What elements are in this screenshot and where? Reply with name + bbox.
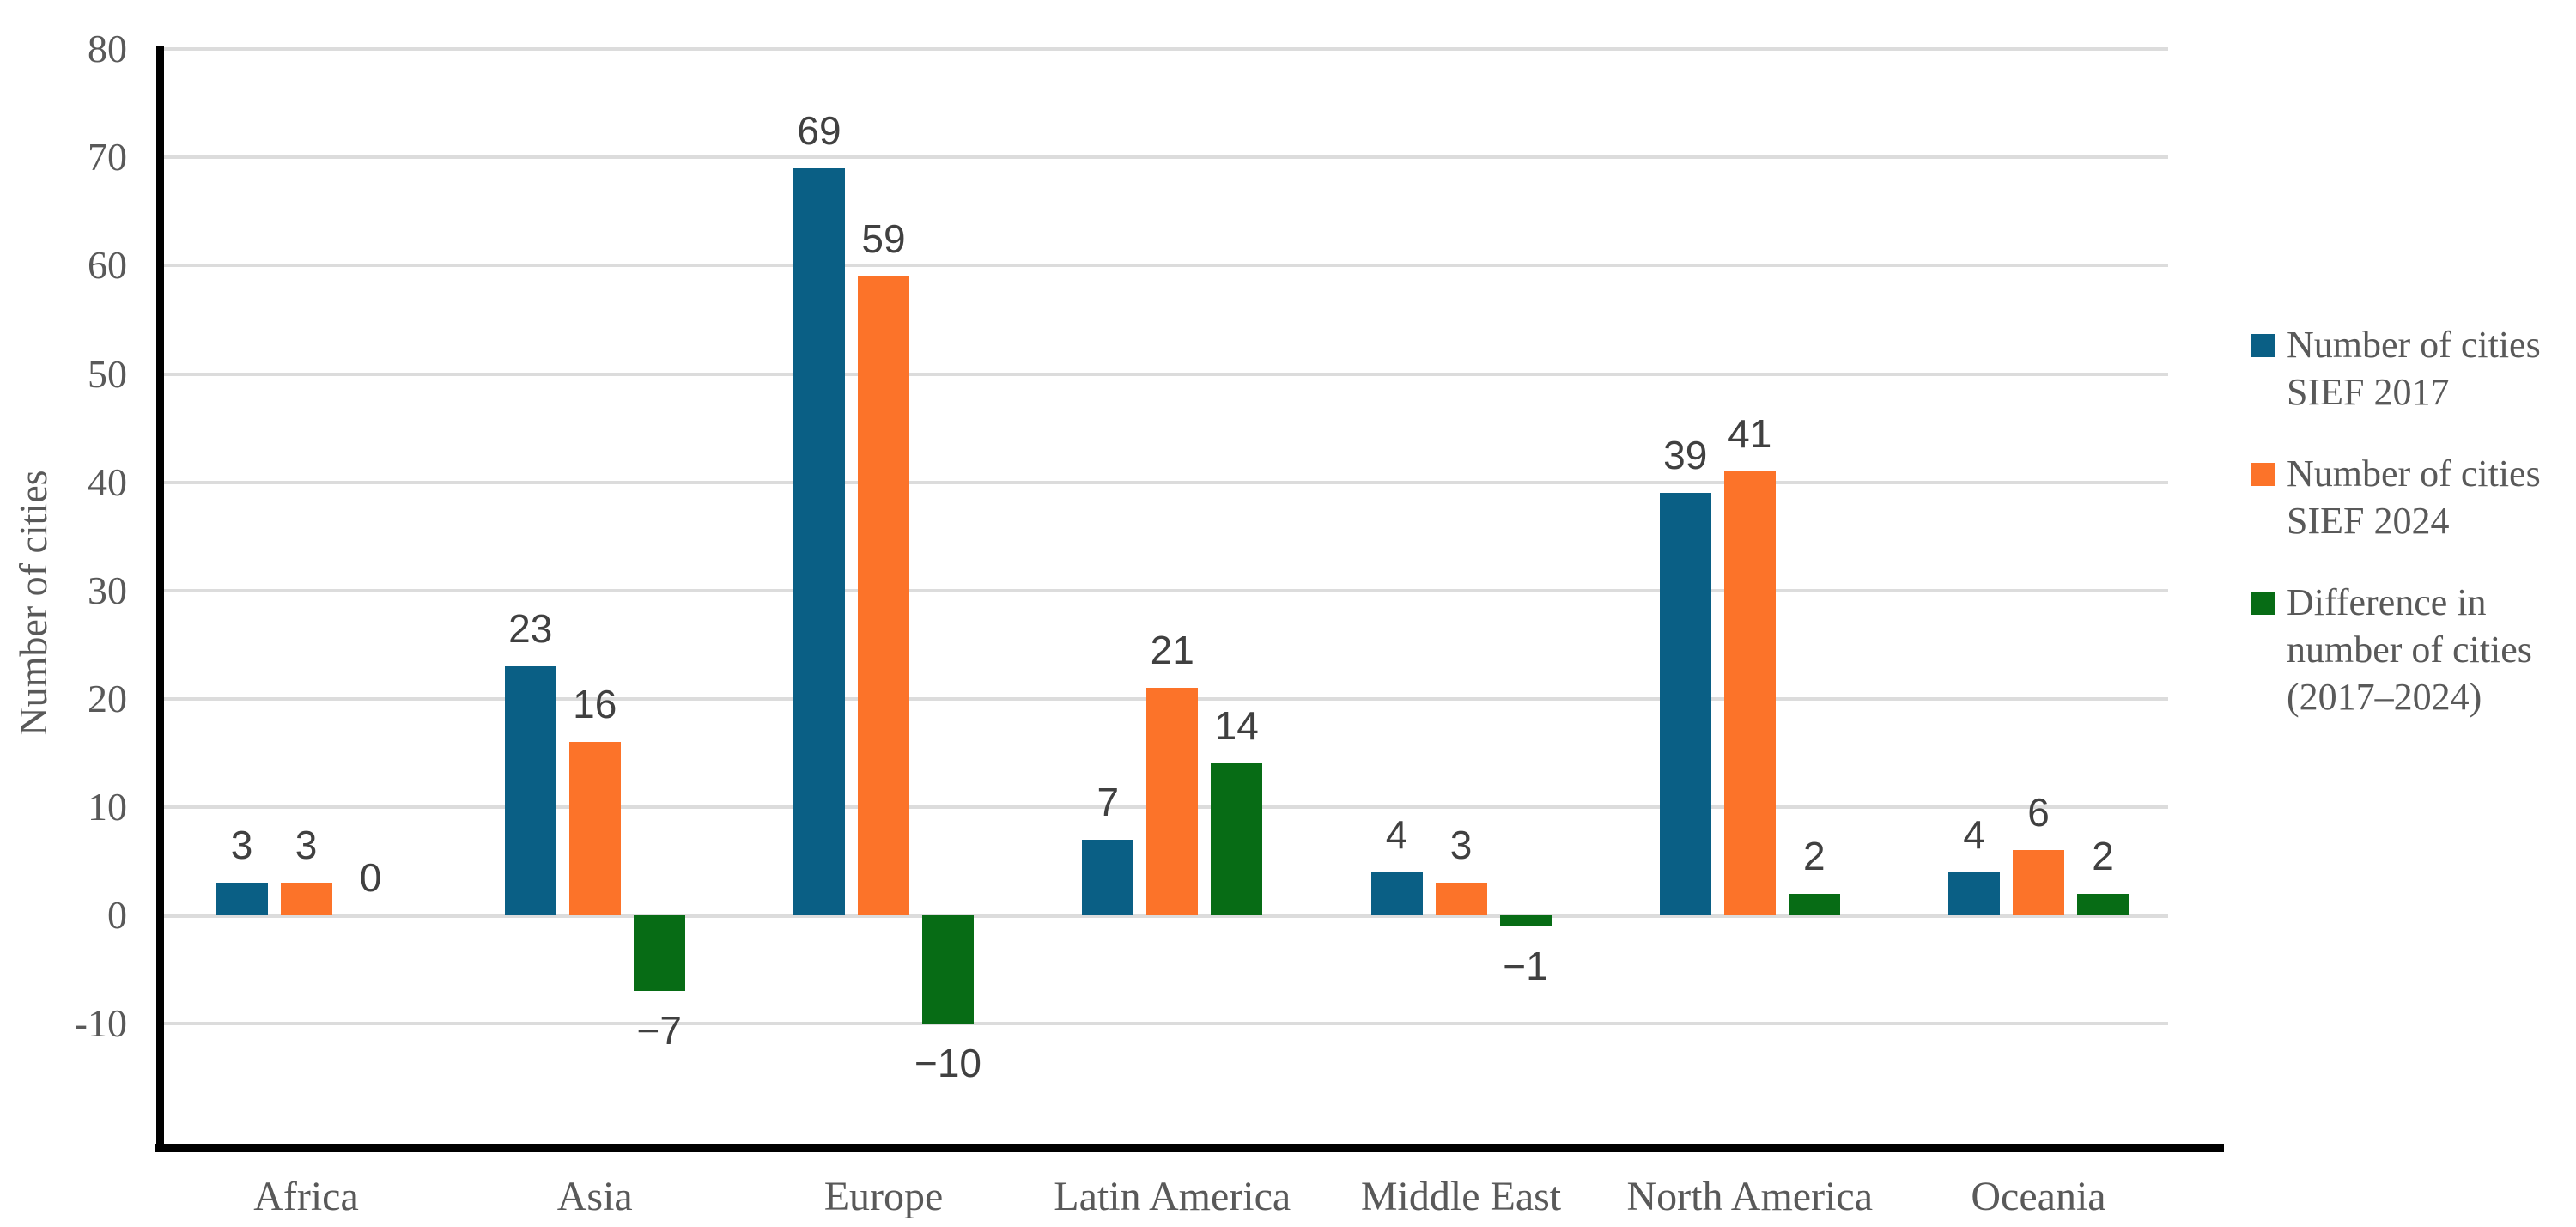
data-label: 14 [1214, 703, 1259, 749]
data-label: 16 [573, 682, 617, 727]
gridline [160, 264, 2168, 268]
y-axis-line [156, 46, 164, 1152]
bar-series-1-asia [504, 665, 556, 915]
gridline [160, 372, 2168, 376]
bar-series-3-europe [922, 915, 974, 1024]
category-label: Africa [253, 1174, 359, 1219]
data-label: −7 [636, 1008, 682, 1054]
legend-swatch-icon [2251, 334, 2275, 357]
legend-label-line: Difference in [2287, 581, 2487, 623]
legend-item: Difference in number of cities (2017–2024) [2251, 579, 2574, 720]
data-label: 0 [359, 855, 382, 900]
category-label: Middle East [1360, 1174, 1562, 1219]
category-label: Asia [556, 1174, 633, 1219]
y-tick-label: 10 [88, 784, 127, 829]
data-label: 2 [2092, 833, 2114, 878]
legend-label-line: SIEF 2024 [2287, 500, 2450, 542]
bar-series-2-africa [280, 883, 332, 915]
bar-series-3-asia [633, 915, 685, 992]
data-label: −10 [914, 1041, 982, 1086]
y-tick-label: 0 [107, 893, 127, 937]
x-axis-line [155, 1144, 2224, 1152]
bar-series-2-europe [858, 276, 909, 915]
category-label: Europe [823, 1174, 944, 1219]
gridline [160, 588, 2168, 592]
y-tick-label: 50 [88, 351, 127, 396]
y-tick-label: -10 [74, 1001, 127, 1046]
bar-series-1-middle-east [1370, 872, 1423, 915]
legend-label-line: (2017–2024) [2287, 676, 2482, 718]
bar-series-3-oceania [2077, 893, 2129, 915]
y-tick-label: 80 [88, 27, 127, 71]
legend-label-line: Number of cities [2287, 324, 2541, 366]
legend-label: Difference in number of cities (2017–2024) [2287, 579, 2532, 720]
data-label: 39 [1663, 433, 1708, 478]
bar-series-1-north-america [1659, 493, 1711, 915]
category-label: Latin America [1054, 1174, 1291, 1219]
gridline [160, 914, 2168, 918]
data-label: 23 [508, 605, 553, 651]
bar-series-1-latin-america [1082, 839, 1134, 915]
bar-series-2-oceania [2013, 850, 2064, 915]
data-label: 6 [2027, 790, 2050, 835]
bar-series-1-europe [793, 167, 845, 915]
data-label: 4 [1385, 811, 1408, 857]
data-label: 21 [1150, 628, 1194, 673]
legend-swatch-icon [2251, 592, 2275, 615]
bar-series-3-middle-east [1499, 915, 1552, 926]
gridline [160, 47, 2168, 52]
bar-series-3-latin-america [1211, 763, 1263, 915]
y-tick-label: 70 [88, 135, 127, 179]
bar-series-2-north-america [1723, 471, 1776, 915]
data-label: 41 [1728, 410, 1772, 456]
data-label: 3 [1449, 823, 1473, 868]
legend-label: Number of cities SIEF 2017 [2287, 321, 2541, 416]
legend-item: Number of cities SIEF 2024 [2251, 450, 2574, 544]
bar-series-1-africa [216, 883, 268, 915]
data-label: 69 [797, 107, 841, 153]
bar-series-1-oceania [1948, 872, 2000, 915]
legend-label: Number of cities SIEF 2024 [2287, 450, 2541, 544]
gridline [160, 155, 2168, 160]
data-label: 3 [230, 823, 253, 868]
data-label: 7 [1097, 779, 1120, 824]
y-tick-label: 30 [88, 568, 127, 612]
data-label: 3 [295, 823, 318, 868]
data-label: −1 [1503, 943, 1548, 988]
data-label: 59 [861, 216, 906, 261]
legend-label-line: number of cities [2287, 629, 2532, 671]
gridline [160, 1022, 2168, 1026]
category-label: Oceania [1971, 1174, 2106, 1219]
legend-swatch-icon [2251, 463, 2275, 486]
legend-item: Number of cities SIEF 2017 [2251, 321, 2574, 416]
gridline [160, 480, 2168, 484]
bar-series-2-latin-america [1146, 688, 1199, 915]
data-label: 4 [1963, 811, 1985, 857]
legend-label-line: SIEF 2017 [2287, 371, 2450, 413]
bar-series-2-middle-east [1435, 883, 1487, 915]
legend-label-line: Number of cities [2287, 453, 2541, 495]
bar-series-2-asia [568, 742, 621, 915]
y-tick-label: 60 [88, 243, 127, 288]
y-tick-label: 40 [88, 459, 127, 504]
y-tick-label: 20 [88, 676, 127, 720]
data-label: 2 [1802, 833, 1826, 878]
bar-series-3-north-america [1788, 893, 1840, 915]
legend: Number of cities SIEF 2017 Number of citie… [2251, 321, 2574, 755]
category-label: North America [1626, 1174, 1874, 1219]
